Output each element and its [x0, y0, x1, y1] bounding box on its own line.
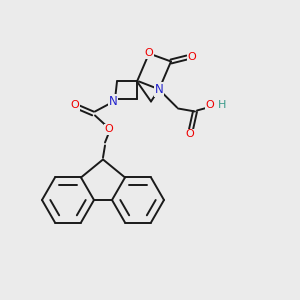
Text: N: N — [109, 95, 117, 108]
Text: O: O — [186, 130, 194, 140]
Text: O: O — [206, 100, 214, 110]
Text: O: O — [145, 49, 153, 58]
Text: O: O — [70, 100, 80, 110]
Text: O: O — [105, 124, 113, 134]
Text: H: H — [218, 100, 226, 110]
Text: N: N — [154, 83, 164, 96]
Text: O: O — [188, 52, 196, 62]
